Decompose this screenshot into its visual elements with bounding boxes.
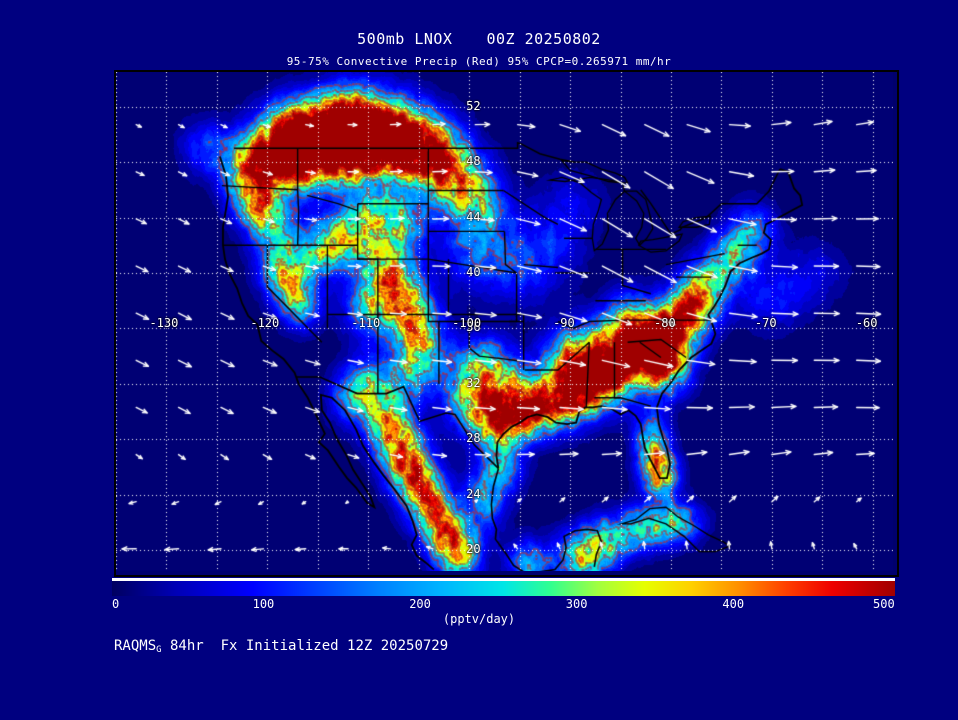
lnox-heatmap-canvas xyxy=(116,72,893,571)
colorbar-units-label: (pptv/day) xyxy=(442,612,516,626)
footer-model: RAQMS xyxy=(114,638,157,654)
colorbar xyxy=(112,578,895,596)
title-valid-time: 00Z 20250802 xyxy=(486,30,601,48)
title-field: 500mb LNOX xyxy=(357,30,453,48)
colorbar-tick-400: 400 xyxy=(722,597,745,611)
colorbar-top-rule xyxy=(112,578,895,581)
footer-caption: RAQMSG 84hr Fx Initialized 12Z 20250729 xyxy=(114,638,449,655)
colorbar-tick-300: 300 xyxy=(565,597,588,611)
page-title: 500mb LNOX 00Z 20250802 xyxy=(0,30,958,48)
colorbar-tick-500: 500 xyxy=(873,597,895,611)
colorbar-tick-0: 0 xyxy=(112,597,120,611)
footer-model-subscript: G xyxy=(156,645,162,655)
map-panel: 52 48 44 40 36 32 28 24 20 -130 -120 -110 -100 -90 -80… xyxy=(114,70,899,577)
footer-rest: 84hr Fx Initialized 12Z 20250729 xyxy=(161,638,449,654)
colorbar-tick-200: 200 xyxy=(409,597,431,611)
colorbar-gradient xyxy=(112,581,895,596)
colorbar-tick-100: 100 xyxy=(252,597,275,611)
page-subtitle: 95-75% Convective Precip (Red) 95% CPCP=… xyxy=(286,55,672,68)
